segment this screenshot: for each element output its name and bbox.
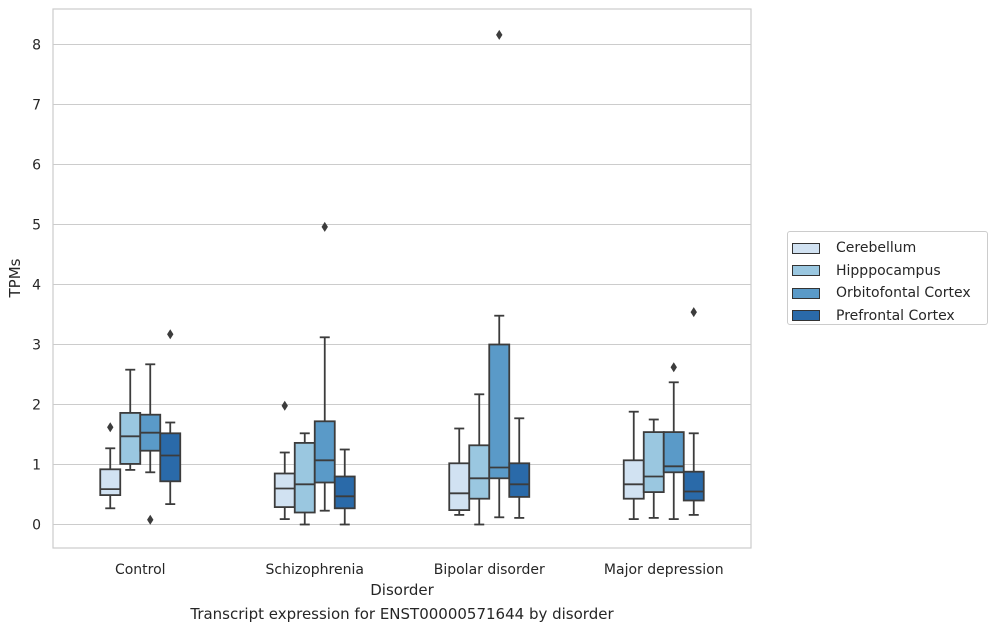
- legend-swatch: [792, 310, 820, 322]
- x-axis-label: Disorder: [370, 581, 434, 599]
- x-tick-label: Major depression: [604, 562, 724, 578]
- outlier-marker: [147, 514, 154, 525]
- y-tick-label: 3: [32, 338, 41, 354]
- legend-item: Prefrontal Cortex: [792, 305, 987, 328]
- y-tick-label: 7: [32, 98, 41, 114]
- legend-item: Hipppocampus: [792, 260, 987, 283]
- box-group: [622, 410, 645, 520]
- legend-swatch: [792, 287, 820, 299]
- box-iqr: [508, 462, 531, 498]
- box-iqr: [293, 441, 316, 514]
- box-group: [99, 422, 122, 510]
- box-group: [293, 432, 316, 526]
- outlier-marker: [496, 29, 503, 40]
- outlier-marker: [321, 221, 328, 232]
- legend-item: Cerebellum: [792, 237, 987, 260]
- box-group: [642, 418, 665, 519]
- legend-label: Cerebellum: [836, 240, 917, 257]
- box-iqr: [662, 431, 685, 474]
- y-tick-label: 4: [32, 278, 41, 294]
- box-iqr: [159, 432, 182, 483]
- box-group: [273, 400, 296, 520]
- y-tick-label: 5: [32, 218, 41, 234]
- x-tick-label: Control: [115, 562, 166, 578]
- box-iqr: [488, 343, 511, 480]
- box-group: [139, 363, 162, 525]
- y-tick-label: 2: [32, 398, 41, 414]
- x-tick-label: Schizophrenia: [266, 562, 364, 578]
- box-group: [682, 307, 705, 516]
- box-iqr: [99, 468, 122, 496]
- outlier-marker: [670, 362, 677, 373]
- y-tick-label: 0: [32, 518, 41, 534]
- box-group: [662, 362, 685, 520]
- box-iqr: [448, 462, 471, 511]
- box-iqr: [468, 444, 491, 500]
- box-iqr: [273, 472, 296, 508]
- chart-caption: Transcript expression for ENST0000057164…: [190, 605, 614, 623]
- box-iqr: [119, 411, 142, 465]
- box-group: [448, 427, 471, 516]
- y-tick-label: 8: [32, 38, 41, 54]
- box-iqr: [333, 475, 356, 510]
- y-tick-label: 1: [32, 458, 41, 474]
- legend: Cerebellum Hipppocampus Orbitofontal Corte…: [787, 231, 988, 325]
- legend-swatch: [792, 265, 820, 277]
- box-iqr: [313, 420, 336, 484]
- outlier-marker: [690, 307, 697, 318]
- plot-frame: [52, 8, 752, 549]
- y-axis-label: TPMs: [6, 258, 24, 298]
- legend-label: Hipppocampus: [836, 262, 941, 279]
- box-iqr: [682, 470, 705, 502]
- box-group: [333, 448, 356, 526]
- box-group: [488, 29, 511, 519]
- box-group: [159, 329, 182, 506]
- y-tick-label: 6: [32, 158, 41, 174]
- legend-swatch: [792, 242, 820, 254]
- legend-item: Orbitofontal Cortex: [792, 282, 987, 305]
- outlier-marker: [167, 329, 174, 340]
- box-iqr: [642, 431, 665, 494]
- outlier-marker: [107, 422, 114, 433]
- x-tick-label: Bipolar disorder: [434, 562, 545, 578]
- outlier-marker: [281, 400, 288, 411]
- box-group: [313, 221, 336, 512]
- legend-label: Orbitofontal Cortex: [836, 285, 971, 302]
- box-group: [508, 417, 531, 519]
- box-iqr: [622, 459, 645, 500]
- box-group: [468, 393, 491, 526]
- box-group: [119, 368, 142, 471]
- legend-label: Prefrontal Cortex: [836, 307, 955, 324]
